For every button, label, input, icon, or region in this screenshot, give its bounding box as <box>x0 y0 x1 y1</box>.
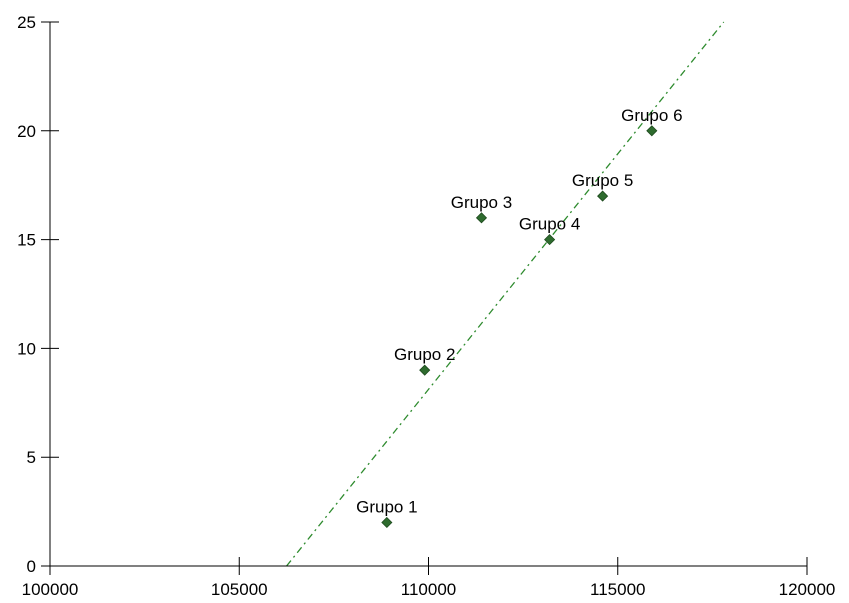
point-label: Grupo 3 <box>451 193 512 212</box>
x-tick-label: 105000 <box>211 580 268 599</box>
x-tick-label: 100000 <box>22 580 79 599</box>
y-tick-label: 25 <box>17 13 36 32</box>
point-label: Grupo 1 <box>356 497 417 516</box>
y-tick-label: 15 <box>17 231 36 250</box>
x-tick-label: 120000 <box>779 580 836 599</box>
point-label: Grupo 6 <box>621 106 682 125</box>
y-tick-label: 0 <box>27 557 36 576</box>
y-tick-label: 10 <box>17 339 36 358</box>
y-tick-label: 20 <box>17 122 36 141</box>
x-tick-label: 115000 <box>590 580 645 599</box>
data-point <box>646 125 658 137</box>
data-point <box>544 234 556 246</box>
trendline <box>286 21 725 567</box>
point-label: Grupo 5 <box>572 171 633 190</box>
y-tick-label: 5 <box>27 448 36 467</box>
x-tick-label: 110000 <box>401 580 456 599</box>
data-point <box>597 190 609 202</box>
data-point <box>419 364 431 376</box>
point-label: Grupo 4 <box>519 215 580 234</box>
data-point <box>475 212 488 224</box>
data-point <box>381 516 393 529</box>
point-label: Grupo 2 <box>394 345 455 364</box>
